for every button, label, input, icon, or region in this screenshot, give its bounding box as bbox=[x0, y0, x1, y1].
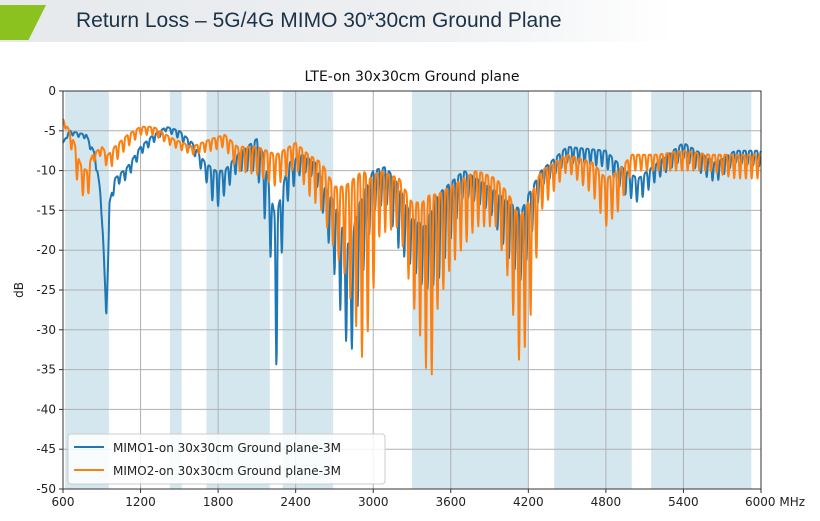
slide-header: Return Loss – 5G/4G MIMO 30*30cm Ground … bbox=[0, 0, 820, 42]
y-tick-label: -15 bbox=[36, 203, 56, 217]
x-tick-label: 3000 bbox=[358, 495, 389, 509]
x-tick-label: 1800 bbox=[203, 495, 234, 509]
y-tick-label: -35 bbox=[36, 363, 56, 377]
y-tick-label: -10 bbox=[36, 164, 56, 178]
y-tick-label: -25 bbox=[36, 283, 56, 297]
x-tick-label: 3600 bbox=[436, 495, 467, 509]
x-tick-label: 4800 bbox=[591, 495, 622, 509]
y-axis-label: dB bbox=[12, 282, 26, 298]
y-tick-label: -50 bbox=[36, 482, 56, 496]
x-tick-label: 4200 bbox=[513, 495, 544, 509]
y-tick-label: -5 bbox=[44, 124, 56, 138]
legend-label-mimo2: MIMO2-on 30x30cm Ground plane-3M bbox=[113, 464, 341, 478]
x-tick-label: 5400 bbox=[668, 495, 699, 509]
x-tick-label: 6000 MHz bbox=[745, 495, 805, 509]
y-tick-label: -30 bbox=[36, 323, 56, 337]
legend-label-mimo1: MIMO1-on 30x30cm Ground plane-3M bbox=[113, 441, 341, 455]
x-tick-label: 1200 bbox=[125, 495, 156, 509]
y-tick-label: -40 bbox=[36, 402, 56, 416]
chart-title: LTE-on 30x30cm Ground plane bbox=[305, 69, 520, 85]
slide-title: Return Loss – 5G/4G MIMO 30*30cm Ground … bbox=[76, 9, 562, 32]
y-tick-label: -45 bbox=[36, 442, 56, 456]
y-tick-label: -20 bbox=[36, 243, 56, 257]
y-tick-label: 0 bbox=[48, 84, 56, 98]
legend: MIMO1-on 30x30cm Ground plane-3M MIMO2-o… bbox=[67, 433, 386, 485]
x-tick-label: 600 bbox=[52, 495, 75, 509]
x-tick-label: 2400 bbox=[280, 495, 311, 509]
series-line-mimo2 bbox=[62, 118, 762, 376]
legend-box bbox=[67, 433, 386, 485]
